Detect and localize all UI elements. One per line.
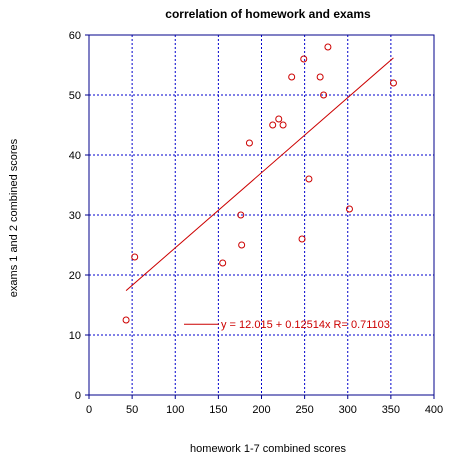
x-tick-label: 0	[86, 404, 92, 416]
data-points	[122, 43, 397, 324]
data-point	[219, 259, 227, 267]
data-point	[279, 121, 287, 129]
data-point	[288, 73, 296, 81]
data-point	[238, 241, 246, 249]
data-point	[131, 253, 139, 261]
data-point	[122, 316, 130, 324]
x-tick-label: 300	[339, 404, 357, 416]
x-tick-label: 250	[295, 404, 313, 416]
data-point	[305, 175, 313, 183]
y-tick-label: 30	[69, 210, 81, 222]
data-point	[316, 73, 324, 81]
data-point	[320, 91, 328, 99]
y-tick-label: 60	[69, 30, 81, 42]
x-tick-label: 100	[166, 404, 184, 416]
regression-line	[125, 57, 394, 292]
x-tick-label: 200	[252, 404, 270, 416]
chart-title: correlation of homework and exams	[165, 7, 371, 21]
y-axis-label: exams 1 and 2 combined scores	[8, 138, 20, 297]
x-tick-label: 350	[382, 404, 400, 416]
data-point	[275, 115, 283, 123]
y-tick-label: 40	[69, 150, 81, 162]
data-point	[324, 43, 332, 51]
data-point	[245, 139, 253, 147]
data-point	[345, 205, 353, 213]
fit-line-group	[125, 57, 394, 292]
fit-legend: y = 12.015 + 0.12514x R= 0.71103	[184, 319, 390, 331]
x-tick-label: 400	[425, 404, 443, 416]
data-point	[298, 235, 306, 243]
data-point	[269, 121, 277, 129]
grid-lines	[89, 35, 434, 395]
legend-equation: y = 12.015 + 0.12514x R= 0.71103	[221, 319, 390, 331]
data-point	[237, 211, 245, 219]
x-tick-label: 150	[209, 404, 227, 416]
data-point	[300, 55, 308, 63]
x-tick-label: 50	[126, 404, 138, 416]
x-axis-label: homework 1-7 combined scores	[190, 443, 346, 455]
y-tick-label: 10	[69, 330, 81, 342]
axis-ticks: 0 50 100 150 200 250 300 350 400 0 10 20 30 40 50 60	[69, 30, 443, 416]
y-tick-label: 50	[69, 90, 81, 102]
data-point	[389, 79, 397, 87]
y-tick-label: 20	[69, 270, 81, 282]
y-tick-label: 0	[75, 390, 81, 402]
